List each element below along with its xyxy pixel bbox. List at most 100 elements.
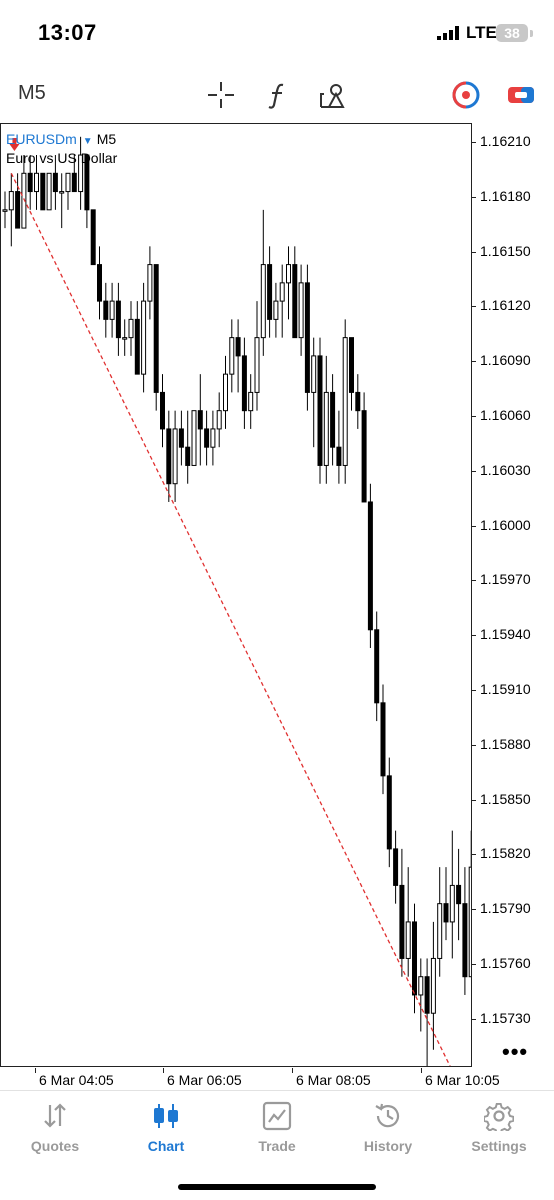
candle xyxy=(304,264,310,411)
candle xyxy=(298,264,304,356)
price-tick xyxy=(472,142,476,143)
bear-candle-body xyxy=(134,318,140,375)
price-tick xyxy=(472,580,476,582)
bull-candle-body xyxy=(34,172,39,193)
bull-candle-body xyxy=(260,264,266,339)
candle xyxy=(46,172,52,211)
chart-area[interactable]: EURUSDm ▼ M5 Euro vs US Dollar 1.16210 1.16… xyxy=(0,123,554,1068)
bear-candle-body xyxy=(336,446,342,466)
bull-candle-body xyxy=(323,391,329,466)
candle xyxy=(367,483,373,649)
candle xyxy=(412,903,417,1014)
arrows-updown-icon xyxy=(44,1103,66,1128)
symbol-selector[interactable]: EURUSDm ▼ M5 xyxy=(6,131,116,147)
candle xyxy=(443,867,449,941)
tab-quotes[interactable]: Quotes xyxy=(0,1091,110,1161)
candle xyxy=(349,337,354,411)
crosshair-icon[interactable] xyxy=(206,80,236,110)
price-label: 1.15730 xyxy=(480,1009,531,1026)
time-label: 6 Mar 04:05 xyxy=(39,1072,114,1088)
price-label: 1.16000 xyxy=(480,516,531,533)
tab-trade[interactable]: Trade xyxy=(222,1091,332,1161)
symbol-dropdown-icon[interactable]: ▼ xyxy=(82,136,93,147)
bull-candle-body xyxy=(147,264,153,302)
candle xyxy=(21,155,27,229)
candlestick-chart[interactable] xyxy=(1,124,472,1067)
price-tick xyxy=(472,909,476,911)
bull-candle-body xyxy=(216,410,222,430)
tab-settings[interactable]: Settings xyxy=(444,1091,554,1161)
tab-chart[interactable]: Chart xyxy=(111,1091,221,1161)
one-click-icon[interactable] xyxy=(506,80,536,110)
candle xyxy=(355,374,361,429)
status-bar: 13:07 LTE 38 xyxy=(0,0,554,66)
symbol-description: Euro vs US Dollar xyxy=(6,150,118,166)
timeframe-button[interactable]: M5 xyxy=(18,82,46,104)
time-tick xyxy=(421,1068,422,1073)
signal-icon xyxy=(437,26,459,40)
bull-candle-body xyxy=(128,318,134,339)
bull-candle-body xyxy=(78,154,84,193)
tab-history[interactable]: History xyxy=(333,1091,443,1161)
candle xyxy=(393,830,399,904)
candle xyxy=(210,410,216,466)
sell-arrow-icon xyxy=(9,144,20,151)
price-tick xyxy=(472,361,476,363)
price-tick xyxy=(472,690,476,691)
tab-label: History xyxy=(363,1138,413,1154)
bull-candle-body xyxy=(46,172,52,211)
price-tick xyxy=(472,306,476,308)
time-label: 6 Mar 10:05 xyxy=(425,1072,500,1088)
candle xyxy=(40,172,46,211)
bear-candle-body xyxy=(90,209,96,266)
candle xyxy=(71,155,77,193)
bull-candle-body xyxy=(286,264,291,284)
candle xyxy=(166,410,172,502)
bear-candle-body xyxy=(241,355,247,412)
price-tick xyxy=(472,1018,476,1020)
bull-candle-body xyxy=(2,209,8,212)
candle xyxy=(223,355,228,429)
objects-icon[interactable] xyxy=(318,80,348,110)
tab-label: Settings xyxy=(471,1138,527,1154)
candle xyxy=(15,173,21,229)
candle xyxy=(115,282,121,356)
chart-plot[interactable]: EURUSDm ▼ M5 Euro vs US Dollar xyxy=(0,123,472,1067)
candle xyxy=(254,301,260,411)
bear-candle-body xyxy=(166,428,172,485)
candle xyxy=(103,282,109,338)
candle xyxy=(342,319,348,484)
bear-candle-body xyxy=(462,903,468,978)
bull-candle-body xyxy=(298,282,304,339)
function-icon[interactable] xyxy=(263,80,293,110)
symbol-name[interactable]: EURUSDm xyxy=(6,131,77,147)
bear-candle-body xyxy=(361,410,367,503)
candle xyxy=(456,848,462,941)
bull-candle-body xyxy=(191,410,197,466)
price-label: 1.16060 xyxy=(480,407,531,423)
bear-candle-body xyxy=(292,264,298,339)
bear-candle-body xyxy=(103,300,109,320)
trendline[interactable] xyxy=(10,173,455,1067)
bull-candle-body xyxy=(248,391,254,412)
candle xyxy=(52,155,58,210)
time-tick xyxy=(292,1068,293,1073)
more-menu-icon[interactable]: ••• xyxy=(502,1039,529,1064)
bear-candle-body xyxy=(304,282,310,393)
price-label: 1.16030 xyxy=(480,461,531,478)
bull-candle-body xyxy=(141,300,147,375)
price-tick xyxy=(472,525,476,527)
candle xyxy=(8,173,14,247)
candle xyxy=(178,410,184,466)
candle xyxy=(241,337,247,429)
bear-candle-body xyxy=(367,501,373,631)
bull-candle-body xyxy=(59,191,65,194)
price-label: 1.16180 xyxy=(480,187,531,204)
time-axis[interactable]: 6 Mar 04:05 6 Mar 06:05 6 Mar 08:05 6 Mar 1… xyxy=(0,1068,554,1090)
candle xyxy=(147,246,153,320)
bull-candle-body xyxy=(229,337,235,375)
price-label: 1.15790 xyxy=(480,900,531,917)
bull-candle-body xyxy=(172,428,178,485)
trade-toggle-icon[interactable] xyxy=(451,80,481,110)
bear-candle-body xyxy=(97,264,102,302)
